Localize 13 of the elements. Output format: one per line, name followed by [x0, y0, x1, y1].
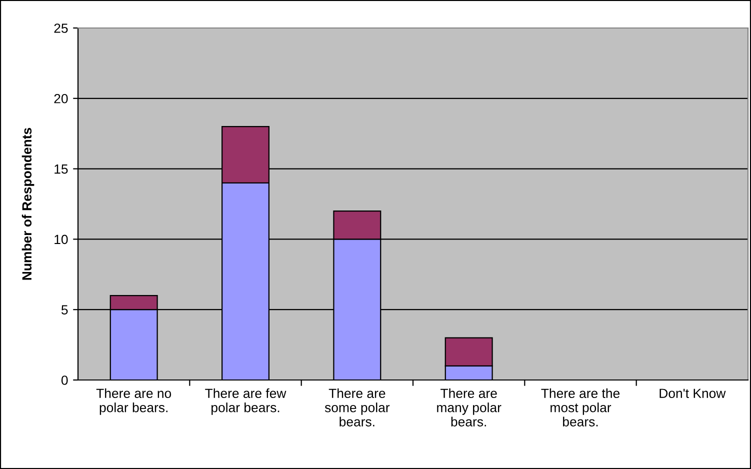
y-tick-label: 0	[61, 376, 68, 385]
x-tick-label: There are few polar bears.	[205, 388, 286, 415]
x-tick-label: There are the most polar bears.	[541, 388, 620, 426]
y-tick-label: 25	[54, 24, 68, 33]
x-tick-label: There are many polar bears.	[437, 388, 502, 426]
y-tick-label: 10	[54, 234, 68, 244]
y-tick-label: 5	[61, 305, 68, 315]
y-tick-label: 20	[54, 94, 68, 104]
x-tick-label: There are no polar bears.	[96, 388, 172, 415]
x-tick-label: Don't Know	[660, 388, 726, 398]
y-tick-label: 15	[54, 164, 68, 174]
y-axis-title: Number of Respondents	[22, 128, 34, 280]
x-tick-label: There are some polar bears.	[324, 388, 390, 426]
